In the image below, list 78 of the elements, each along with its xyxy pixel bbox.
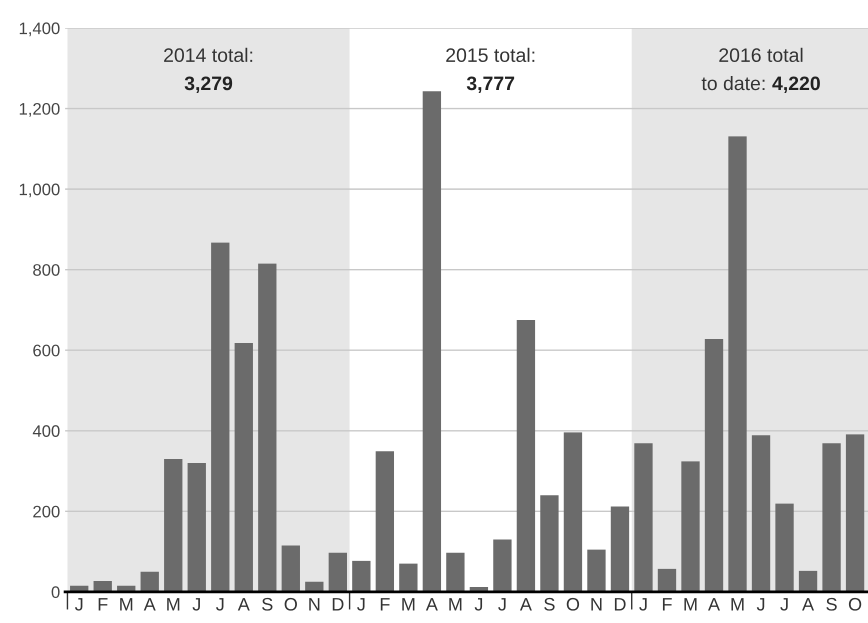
bar — [352, 560, 371, 592]
x-tick-label: A — [144, 598, 156, 610]
x-tick-label: M — [402, 598, 414, 610]
x-tick-label: F — [98, 598, 108, 610]
bar — [328, 552, 347, 592]
x-tick-label: N — [591, 598, 602, 610]
x-tick-label: F — [662, 598, 672, 610]
x-tick-label: J — [192, 598, 200, 611]
bar — [775, 504, 794, 592]
annotation: 3,279 — [184, 76, 232, 94]
x-tick-label: J — [756, 598, 764, 611]
y-tick-label: 600 — [33, 344, 60, 356]
bar — [188, 462, 206, 592]
x-tick-label: M — [731, 598, 744, 610]
x-tick-label: S — [262, 598, 272, 611]
x-tick-label: S — [544, 598, 555, 611]
x-tick-label: M — [167, 598, 180, 610]
x-tick-label: A — [238, 598, 250, 610]
y-tick-label: 800 — [33, 264, 60, 276]
bar — [258, 264, 276, 592]
x-tick-label: J — [780, 598, 788, 611]
x-tick-label: A — [520, 598, 532, 610]
annotation: 2014 total: — [164, 48, 252, 62]
bar — [516, 320, 536, 592]
bar — [399, 564, 418, 592]
bar — [752, 435, 770, 592]
x-tick-label: J — [216, 598, 224, 611]
bar — [634, 443, 653, 592]
bar — [140, 572, 159, 592]
bar — [822, 443, 841, 592]
x-tick-label: J — [357, 598, 365, 611]
bar — [728, 136, 747, 592]
y-tick-label: 200 — [33, 506, 60, 518]
y-tick-label: 1,000 — [20, 184, 60, 198]
x-tick-label: A — [802, 598, 814, 610]
x-tick-label: J — [639, 598, 647, 611]
bar — [846, 434, 864, 592]
bar — [798, 570, 818, 592]
x-tick-label: F — [380, 598, 390, 610]
bar — [211, 242, 230, 592]
x-tick-label: M — [449, 598, 462, 610]
bar — [610, 506, 630, 592]
bar — [540, 495, 559, 592]
x-tick-label: J — [74, 598, 82, 611]
y-tick-label: 1,400 — [20, 22, 60, 36]
bar — [376, 451, 394, 592]
bar — [282, 546, 300, 592]
x-tick-label: S — [826, 598, 837, 611]
x-tick-label: O — [284, 598, 297, 611]
x-tick-label: M — [120, 598, 132, 610]
x-tick-label: M — [684, 598, 697, 610]
bar — [704, 338, 724, 592]
x-tick-label: O — [848, 598, 862, 611]
bar — [658, 568, 676, 592]
y-tick-label: 0 — [52, 586, 60, 598]
bar — [587, 550, 606, 592]
annotation: 3,777 — [466, 76, 514, 94]
bar — [446, 552, 465, 592]
x-tick-label: J — [474, 598, 482, 611]
x-tick-label: D — [332, 598, 344, 610]
x-tick-label: O — [566, 598, 580, 611]
x-tick-label: J — [498, 598, 506, 611]
bar — [234, 342, 253, 592]
y-tick-label: 1,200 — [20, 102, 60, 117]
annotation: 2016 total — [719, 48, 802, 62]
bar — [681, 461, 700, 592]
x-tick-label: D — [614, 598, 626, 610]
x-tick-label: A — [426, 598, 438, 610]
annotation: to date: — [702, 76, 764, 90]
bar — [493, 539, 512, 592]
bar — [422, 91, 442, 592]
bar — [564, 432, 582, 592]
y-tick-label: 400 — [32, 425, 60, 437]
bar — [164, 458, 182, 592]
annotation: 2015 total: — [446, 48, 534, 62]
x-tick-label: N — [309, 598, 320, 610]
annotation: 4,220 — [772, 76, 820, 94]
x-tick-label: A — [708, 598, 720, 610]
